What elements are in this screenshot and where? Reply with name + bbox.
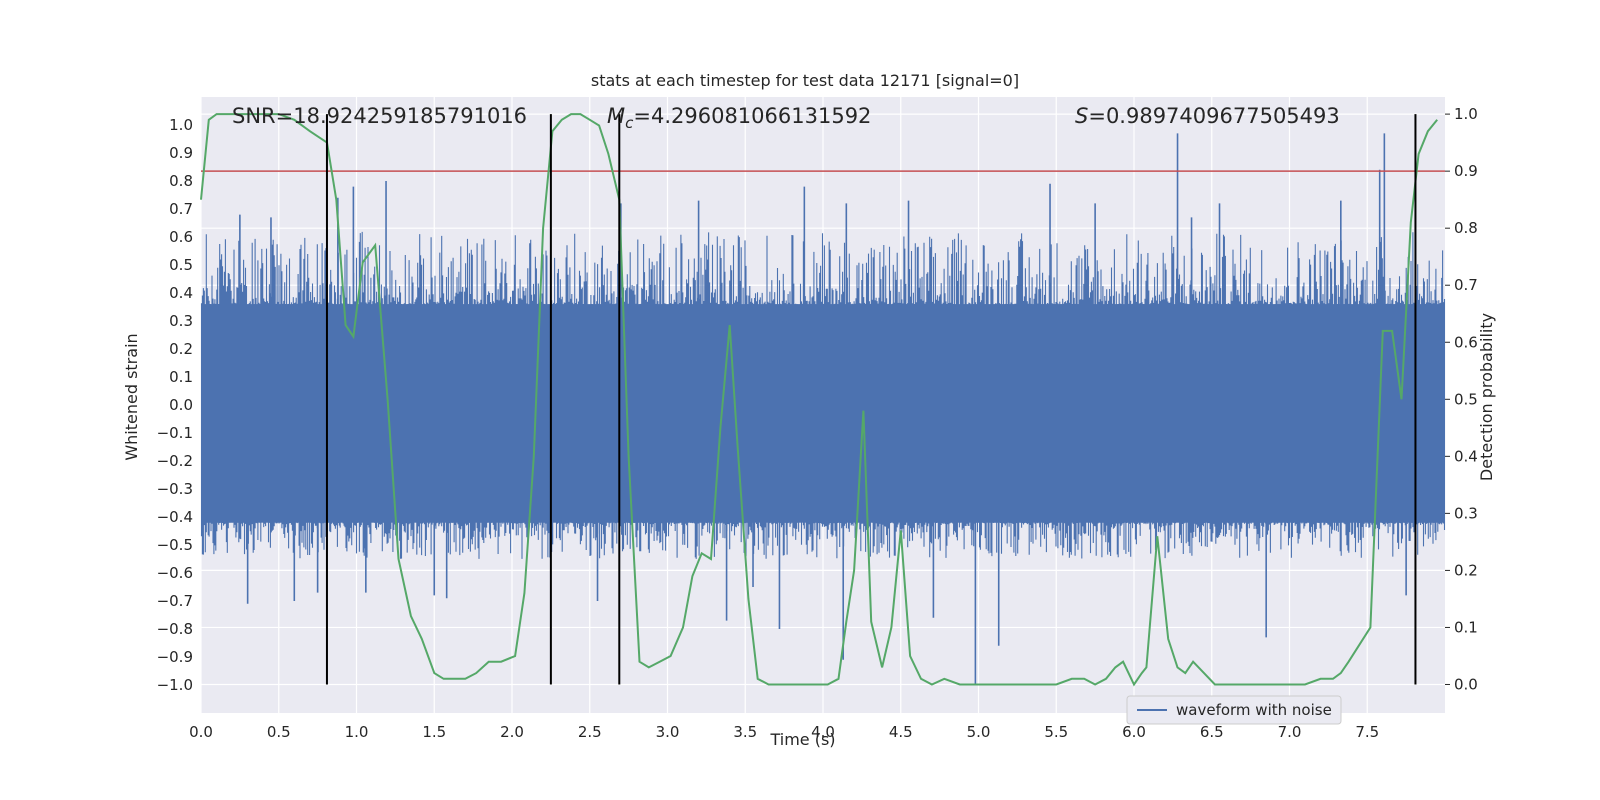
y-axis-left-label: Whitened strain — [122, 333, 141, 460]
y-left-tick-label: −0.9 — [157, 648, 193, 666]
chirp-mass-value: =4.296081066131592 — [633, 104, 871, 128]
x-tick-label: 6.5 — [1200, 723, 1224, 741]
y-right-tick-label: 0.3 — [1454, 504, 1478, 522]
x-tick-label: 0.0 — [189, 723, 213, 741]
y-left-tick-label: −0.4 — [157, 508, 193, 526]
detection-probability-line — [200, 113, 1438, 687]
legend: waveform with noise — [1126, 695, 1342, 725]
y-left-tick-label: 0.2 — [169, 340, 193, 358]
y-left-tick-label: 0.0 — [169, 396, 193, 414]
x-tick-label: 7.5 — [1355, 723, 1379, 741]
x-tick-label: 4.0 — [811, 723, 835, 741]
y-left-tick-label: −0.2 — [157, 452, 193, 470]
y-left-tick-label: 0.1 — [169, 368, 193, 386]
y-right-tick-label: 0.4 — [1454, 447, 1478, 465]
waveform-series — [200, 133, 1446, 685]
y-left-tick-label: 1.0 — [169, 116, 193, 134]
legend-label: waveform with noise — [1176, 701, 1332, 719]
x-tick-label: 5.0 — [967, 723, 991, 741]
chart-title: stats at each timestep for test data 121… — [591, 71, 1019, 90]
score-value: =0.9897409677505493 — [1088, 104, 1339, 128]
legend-box — [1126, 695, 1342, 725]
chirp-mass-symbol: M — [607, 104, 625, 128]
y-left-tick-label: 0.4 — [169, 284, 193, 302]
y-right-tick-label: 1.0 — [1454, 105, 1478, 123]
x-tick-label: 6.0 — [1122, 723, 1146, 741]
y-left-tick-label: −0.3 — [157, 480, 193, 498]
x-tick-label: 0.5 — [267, 723, 291, 741]
y-left-tick-label: 0.6 — [169, 228, 193, 246]
y-left-tick-label: 0.3 — [169, 312, 193, 330]
x-tick-label: 1.0 — [345, 723, 369, 741]
y-right-tick-label: 0.7 — [1454, 276, 1478, 294]
x-axis-ticks: 0.0 0.5 1.0 1.5 2.0 2.5 3.0 3.5 4.0 4.5 5.0 5.5 6.0 6… — [189, 723, 1379, 741]
y-left-tick-label: −1.0 — [157, 676, 193, 694]
y-left-tick-label: −0.5 — [157, 536, 193, 554]
x-axis-label: Time (s) — [769, 730, 835, 749]
snr-annotation: SNR=18.924259185791016 — [232, 104, 527, 128]
y-left-tick-label: −0.6 — [157, 564, 193, 582]
x-tick-label: 5.5 — [1044, 723, 1068, 741]
score-symbol: S — [1075, 104, 1088, 128]
score-annotation: S=0.9897409677505493 — [1075, 104, 1340, 128]
y-right-tick-label: 0.8 — [1454, 219, 1478, 237]
y-right-tick-label: 0.2 — [1454, 561, 1478, 579]
y-right-tick-label: 0.9 — [1454, 162, 1478, 180]
probability-series — [200, 113, 1438, 687]
y-right-tick-label: 0.6 — [1454, 333, 1478, 351]
chirp-mass-annotation: Mc=4.296081066131592 — [607, 104, 871, 132]
y-left-tick-label: 0.5 — [169, 256, 193, 274]
x-tick-label: 2.0 — [500, 723, 524, 741]
y-left-tick-label: 0.7 — [169, 200, 193, 218]
x-tick-label: 4.5 — [889, 723, 913, 741]
x-tick-label: 7.0 — [1278, 723, 1302, 741]
x-tick-label: 1.5 — [422, 723, 446, 741]
chirp-mass-subscript: c — [625, 114, 634, 132]
y-left-tick-label: 0.8 — [169, 172, 193, 190]
y-left-tick-label: 0.9 — [169, 144, 193, 162]
y-right-tick-label: 0.1 — [1454, 618, 1478, 636]
y-axis-right-label: Detection probability — [1477, 313, 1496, 481]
x-tick-label: 2.5 — [578, 723, 602, 741]
y-right-tick-label: 0.0 — [1454, 675, 1478, 693]
y-right-tick-label: 0.5 — [1454, 390, 1478, 408]
y-left-tick-label: −0.8 — [157, 620, 193, 638]
y-left-tick-label: −0.7 — [157, 592, 193, 610]
y-axis-left-ticks: 1.0 0.9 0.8 0.7 0.6 0.5 0.4 0.3 0.2 0.1 0.0 −0.1 −0.… — [157, 116, 193, 694]
y-left-tick-label: −0.1 — [157, 424, 193, 442]
x-tick-label: 3.5 — [733, 723, 757, 741]
y-axis-right-ticks: 1.0 0.9 0.8 0.7 0.6 0.5 0.4 0.3 0.2 0.1 0.0 — [1445, 105, 1478, 693]
vertical-markers — [325, 114, 1417, 685]
x-tick-label: 3.0 — [656, 723, 680, 741]
